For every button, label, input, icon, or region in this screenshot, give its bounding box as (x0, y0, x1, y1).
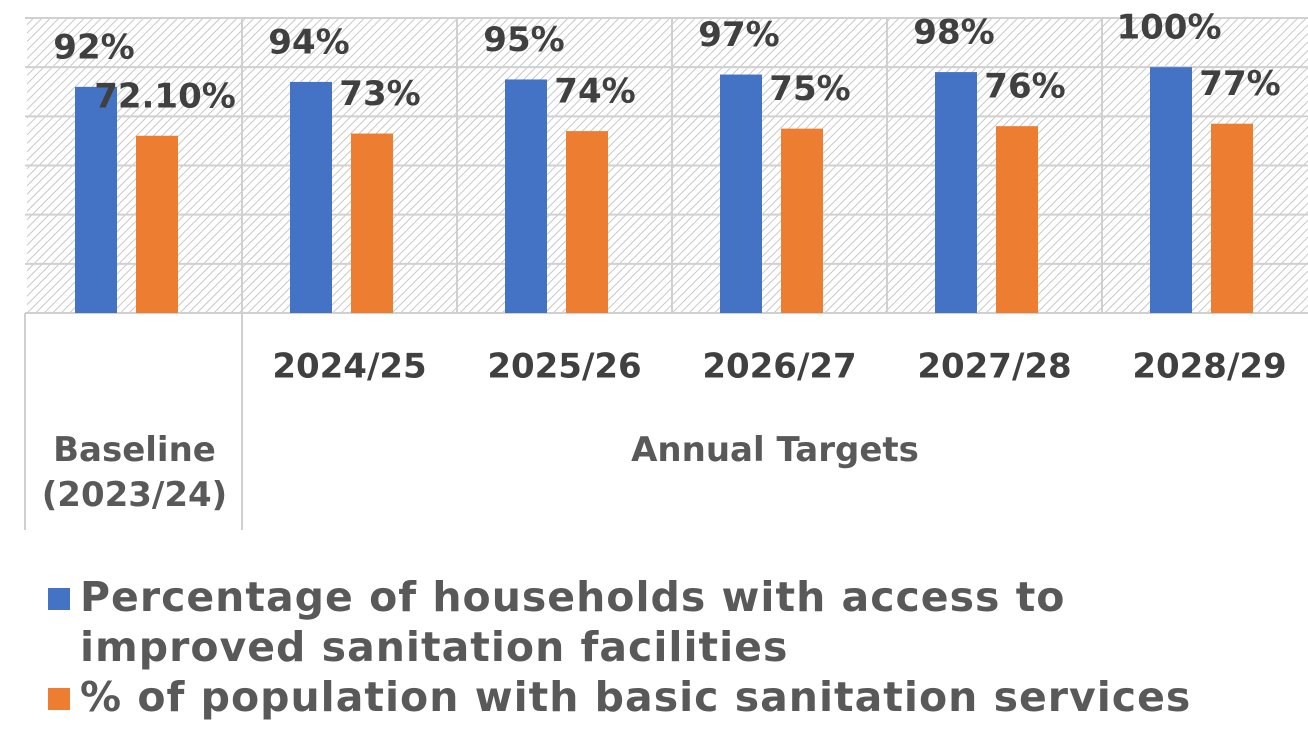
data-label: 73% (339, 74, 420, 114)
data-label: 98% (913, 13, 994, 53)
bar (996, 126, 1038, 314)
group-label: Baseline (2023/24) (41, 430, 228, 515)
data-label: 100% (1116, 8, 1221, 48)
data-label: 97% (698, 15, 779, 55)
bar (1150, 67, 1192, 314)
bar (781, 128, 823, 313)
x-tick-label: 2027/28 (917, 347, 1071, 387)
bar (75, 86, 117, 313)
data-label: 77% (1199, 64, 1280, 104)
legend-label: Percentage of households with access to … (80, 573, 1066, 671)
x-tick-label: 2028/29 (1132, 347, 1286, 387)
data-label: 74% (554, 72, 635, 112)
data-label: 76% (984, 67, 1065, 107)
data-label: 72.10% (94, 76, 236, 116)
bar (290, 81, 332, 314)
bar (351, 133, 393, 313)
x-tick-label: 2025/26 (487, 347, 641, 387)
bar (1211, 123, 1253, 313)
legend-swatch (48, 688, 70, 710)
legend-swatch (48, 588, 70, 610)
data-label: 92% (53, 27, 134, 67)
bar (136, 135, 178, 313)
legend-label: % of population with basic sanitation se… (80, 673, 1192, 721)
legend-item: Percentage of households with access to … (48, 572, 1298, 672)
bar (935, 72, 977, 313)
chart: 92% 72.10% 2024/25 94% 73% 2025/26 95% 74% 2026/… (24, 8, 1308, 530)
bar (505, 79, 547, 313)
group-label: Annual Targets (631, 430, 919, 470)
bar (720, 74, 762, 314)
data-label: 94% (268, 22, 349, 62)
legend: Percentage of households with access to … (48, 572, 1298, 722)
data-label: 95% (483, 20, 564, 60)
x-tick-label: 2026/27 (702, 347, 856, 387)
x-tick-label: 2024/25 (272, 347, 426, 387)
bar (566, 131, 608, 313)
legend-item: % of population with basic sanitation se… (48, 672, 1298, 722)
data-label: 75% (769, 69, 850, 109)
